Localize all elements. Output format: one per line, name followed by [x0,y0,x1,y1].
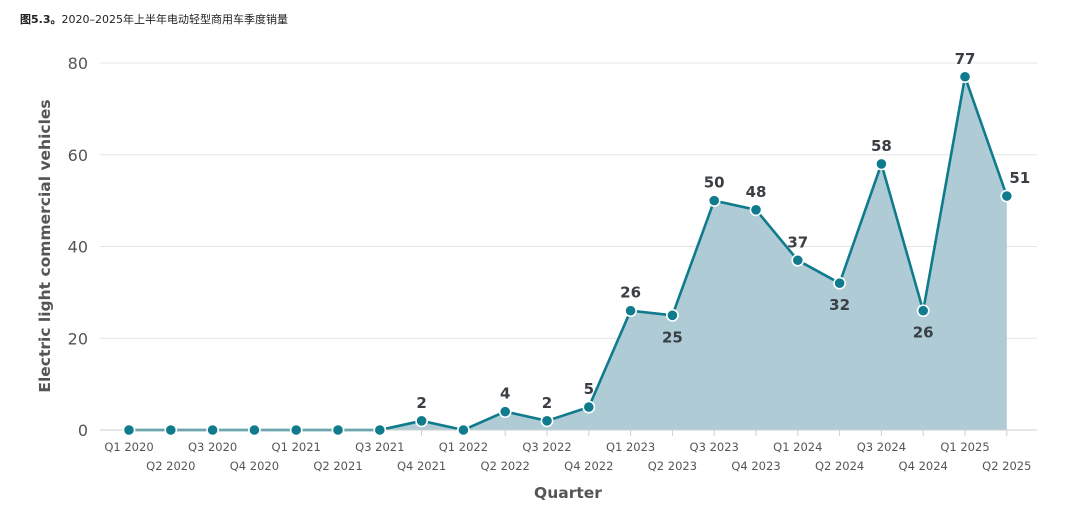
y-tick-label: 40 [68,238,88,257]
area-fill [129,76,1007,431]
data-point [206,423,219,437]
data-point [498,405,512,419]
data-point [791,253,805,267]
data-point [749,203,763,217]
data-label: 26 [913,324,934,342]
x-axis: Q1 2020 Q2 2020 Q3 2020 Q4 2020 Q1 2021 Q2 20… [100,429,1037,473]
x-tick-label: Q3 2021 [355,440,404,454]
y-tick-label: 0 [78,421,88,440]
x-tick-label: Q4 2023 [731,459,780,473]
figure-number: 图5.3。 [20,13,62,26]
data-point [373,423,387,437]
x-axis-title: Quarter [534,484,602,502]
y-tick-label: 60 [68,146,88,165]
x-tick-label: Q4 2021 [397,459,446,473]
data-label: 32 [829,296,850,314]
data-label: 48 [746,183,767,201]
x-tick-label: Q1 2021 [272,440,321,454]
data-point [833,276,846,290]
x-tick-label: Q2 2023 [648,459,697,473]
x-tick-label: Q2 2021 [313,459,362,473]
x-tick-label: Q1 2025 [940,440,989,454]
x-tick-label: Q2 2022 [481,459,530,473]
data-point [164,423,178,437]
data-label: 2 [542,394,552,412]
x-tick-label: Q2 2020 [146,459,195,473]
data-label: 58 [871,137,892,155]
x-tick-label: Q1 2023 [606,440,655,454]
data-markers [122,70,1014,437]
data-label: 50 [704,174,725,192]
y-tick-label: 80 [68,54,88,73]
x-tick-label: Q4 2024 [899,459,948,473]
figure-title: 2020–2025年上半年电动轻型商用车季度销量 [61,13,289,26]
data-label: 2 [416,394,426,412]
data-point [958,70,972,84]
data-point [415,414,428,428]
x-tick-label: Q3 2022 [522,440,571,454]
data-point [247,423,261,437]
data-label: 4 [500,385,510,403]
y-tick-label: 20 [68,329,88,348]
data-point [875,157,888,171]
figure-caption: 图5.3。2020–2025年上半年电动轻型商用车季度销量 [20,11,288,27]
data-point [707,194,721,208]
data-point [122,423,136,437]
data-label: 26 [620,284,641,302]
data-point [916,304,930,318]
data-label: 37 [787,233,808,251]
data-point [289,423,303,437]
data-label: 51 [1009,169,1030,187]
x-tick-label: Q1 2022 [439,440,488,454]
x-tick-label: Q4 2022 [564,459,613,473]
x-tick-label: Q1 2024 [773,440,822,454]
x-tick-label: Q3 2023 [690,440,739,454]
data-point [331,423,345,437]
data-label: 25 [662,328,683,346]
x-tick-label: Q1 2020 [104,440,153,454]
data-point [666,308,679,322]
data-label: 5 [584,380,594,398]
x-tick-label: Q3 2020 [188,440,237,454]
data-point [582,400,596,414]
x-tick-label: Q4 2020 [230,459,279,473]
data-point [1000,189,1014,203]
x-tick-label: Q2 2025 [982,459,1031,473]
data-point [540,414,554,428]
data-point [456,423,470,437]
x-tick-label: Q2 2024 [815,459,864,473]
y-axis-ticks: 0 20 40 60 80 [68,54,88,440]
data-point [624,304,637,318]
y-axis-title: Electric light commercial vehicles [36,99,54,392]
data-label: 77 [955,50,976,68]
x-tick-label: Q3 2024 [857,440,906,454]
